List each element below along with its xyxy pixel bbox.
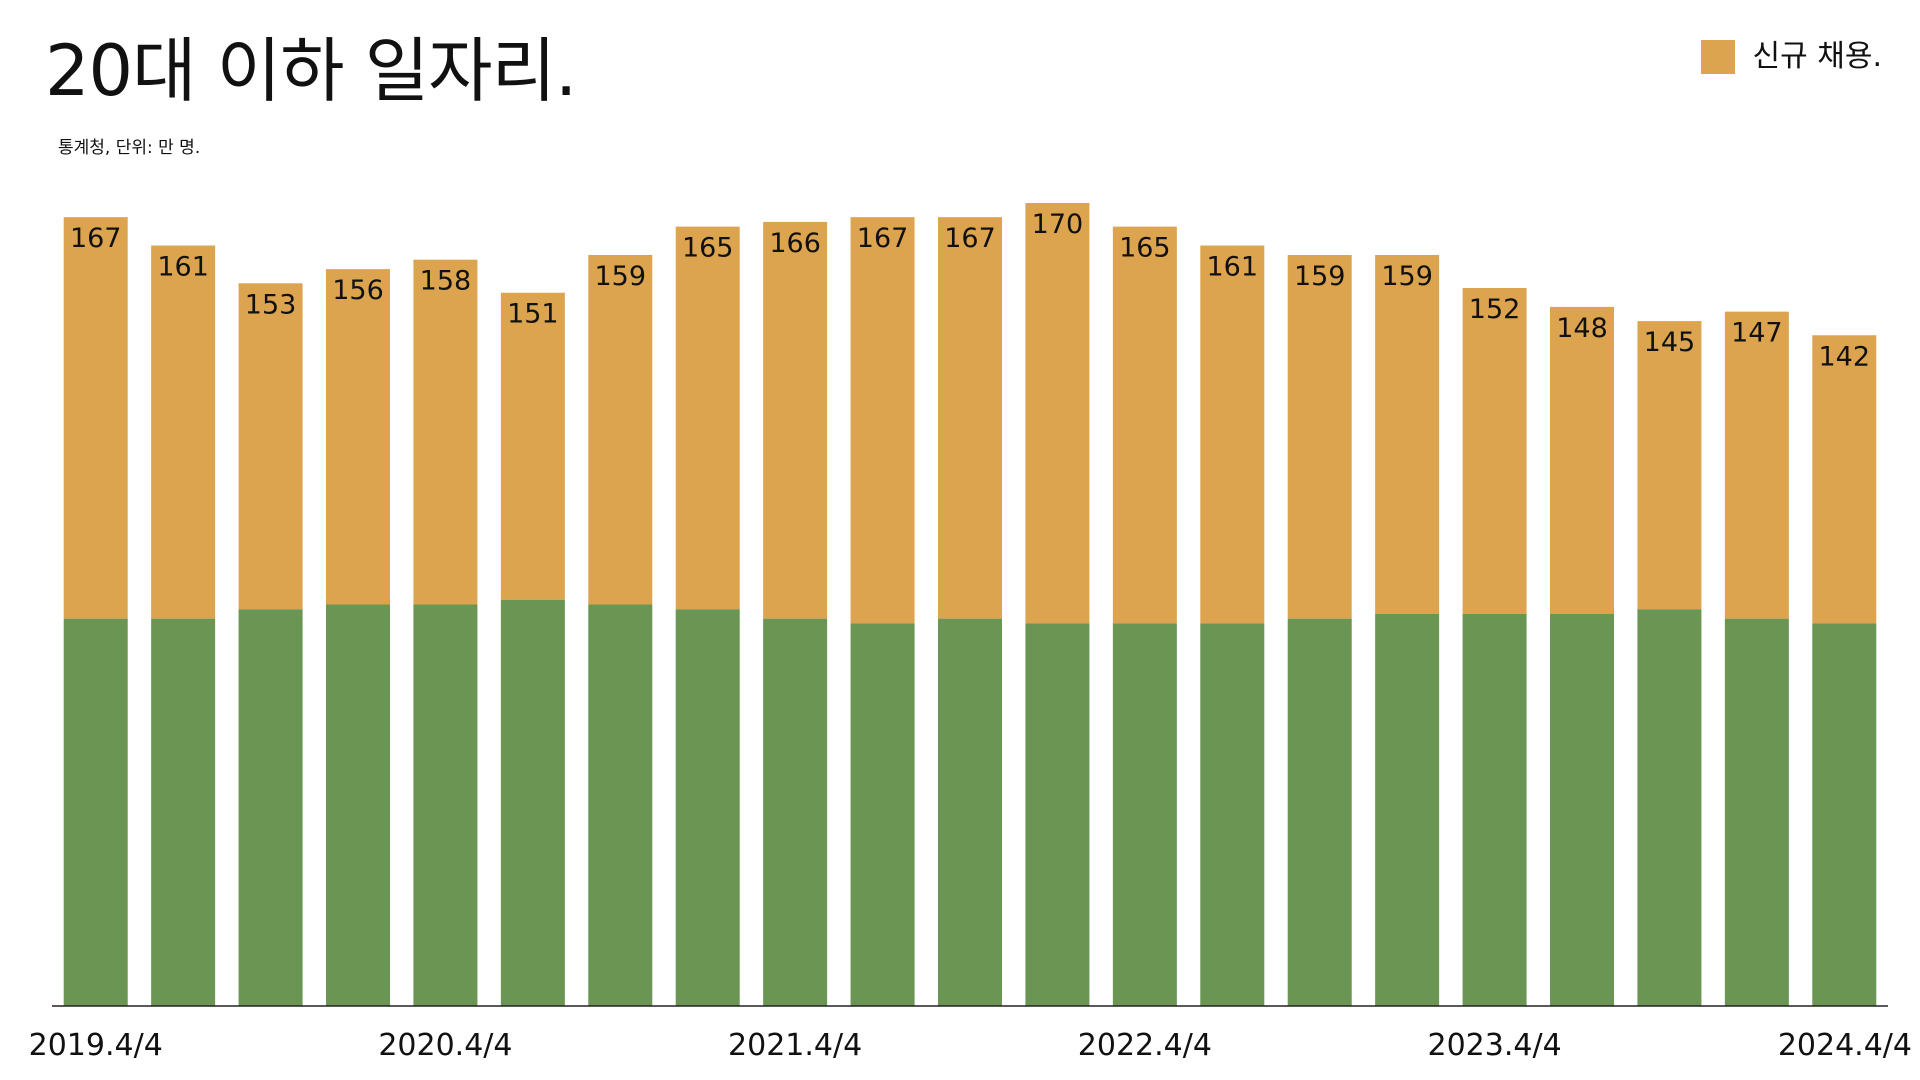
- bar-base-segment-5: [500, 599, 565, 1006]
- legend-label-new-hires: 신규 채용.: [1752, 39, 1882, 74]
- bar-value-label-9: 167: [857, 223, 909, 254]
- x-tick-label-8: 2021.4/4: [728, 1028, 862, 1063]
- bar-value-label-3: 156: [332, 275, 384, 306]
- bar-new-hires-20: [1812, 335, 1877, 624]
- bar-new-hires-14: [1287, 254, 1352, 619]
- bar-value-label-19: 147: [1731, 318, 1783, 349]
- bar-base-segment-12: [1112, 623, 1177, 1006]
- bar-value-label-2: 153: [245, 289, 297, 320]
- bar-value-label-7: 165: [682, 233, 734, 264]
- bar-value-label-5: 151: [507, 299, 559, 330]
- bar-new-hires-17: [1550, 306, 1614, 614]
- bar-new-hires-0: [63, 217, 128, 619]
- bar-value-label-15: 159: [1381, 261, 1433, 292]
- bar-value-label-8: 166: [769, 228, 821, 259]
- bar-value-label-13: 161: [1207, 252, 1259, 283]
- bar-new-hires-18: [1637, 321, 1702, 610]
- bar-value-label-17: 148: [1556, 313, 1608, 344]
- bar-new-hires-6: [588, 254, 653, 605]
- bar-base-segment-3: [326, 604, 390, 1006]
- bar-value-label-10: 167: [944, 223, 996, 254]
- bar-base-segment-16: [1462, 613, 1527, 1006]
- bar-value-label-0: 167: [70, 223, 122, 254]
- bar-base-segment-9: [850, 623, 915, 1006]
- chart-subtitle: 통계청, 단위: 만 명.: [58, 138, 201, 158]
- bar-new-hires-11: [1025, 203, 1090, 624]
- bar-base-segment-1: [151, 618, 216, 1006]
- bar-base-segment-4: [413, 604, 478, 1006]
- bar-new-hires-4: [413, 259, 478, 605]
- bar-base-segment-20: [1812, 623, 1877, 1006]
- bar-new-hires-15: [1375, 254, 1440, 614]
- chart-title: 20대 이하 일자리.: [45, 30, 577, 112]
- x-tick-label-12: 2022.4/4: [1078, 1028, 1212, 1063]
- bar-value-label-20: 142: [1819, 341, 1871, 372]
- bar-value-label-11: 170: [1032, 209, 1084, 240]
- bar-new-hires-16: [1462, 288, 1527, 614]
- bar-base-segment-14: [1287, 618, 1352, 1006]
- bar-base-segment-6: [588, 604, 653, 1006]
- bar-value-label-12: 165: [1119, 233, 1171, 264]
- bar-base-segment-7: [675, 609, 740, 1006]
- bar-base-segment-0: [63, 618, 128, 1006]
- bar-base-segment-10: [938, 618, 1002, 1006]
- bar-base-segment-15: [1375, 613, 1440, 1006]
- bar-base-segment-17: [1550, 613, 1614, 1006]
- bar-value-label-1: 161: [157, 252, 209, 283]
- bar-base-segment-11: [1025, 623, 1090, 1006]
- bar-new-hires-2: [238, 283, 303, 610]
- bar-new-hires-19: [1724, 311, 1789, 619]
- bar-new-hires-3: [326, 269, 390, 605]
- bar-value-label-4: 158: [420, 266, 472, 297]
- bar-new-hires-13: [1200, 245, 1265, 624]
- bar-value-label-16: 152: [1469, 294, 1521, 325]
- bar-base-segment-2: [238, 609, 303, 1006]
- bar-base-segment-13: [1200, 623, 1265, 1006]
- x-tick-label-16: 2023.4/4: [1427, 1028, 1561, 1063]
- bar-new-hires-9: [850, 217, 915, 624]
- bar-value-label-6: 159: [595, 261, 647, 292]
- bar-new-hires-8: [763, 221, 828, 619]
- bar-base-segment-18: [1637, 609, 1702, 1006]
- bar-new-hires-1: [151, 245, 216, 619]
- bar-new-hires-12: [1112, 226, 1177, 624]
- bar-base-segment-8: [763, 618, 828, 1006]
- bar-value-label-14: 159: [1294, 261, 1346, 292]
- x-tick-label-20: 2024.4/4: [1778, 1028, 1912, 1063]
- x-tick-label-4: 2020.4/4: [378, 1028, 512, 1063]
- bar-value-label-18: 145: [1644, 327, 1696, 358]
- bar-base-segment-19: [1724, 618, 1789, 1006]
- x-tick-label-0: 2019.4/4: [29, 1028, 163, 1063]
- legend-swatch-new-hires: [1700, 40, 1735, 74]
- bar-new-hires-5: [500, 292, 565, 600]
- bar-new-hires-7: [675, 226, 740, 610]
- legend: 신규 채용.: [1700, 39, 1882, 74]
- bar-new-hires-10: [938, 217, 1002, 619]
